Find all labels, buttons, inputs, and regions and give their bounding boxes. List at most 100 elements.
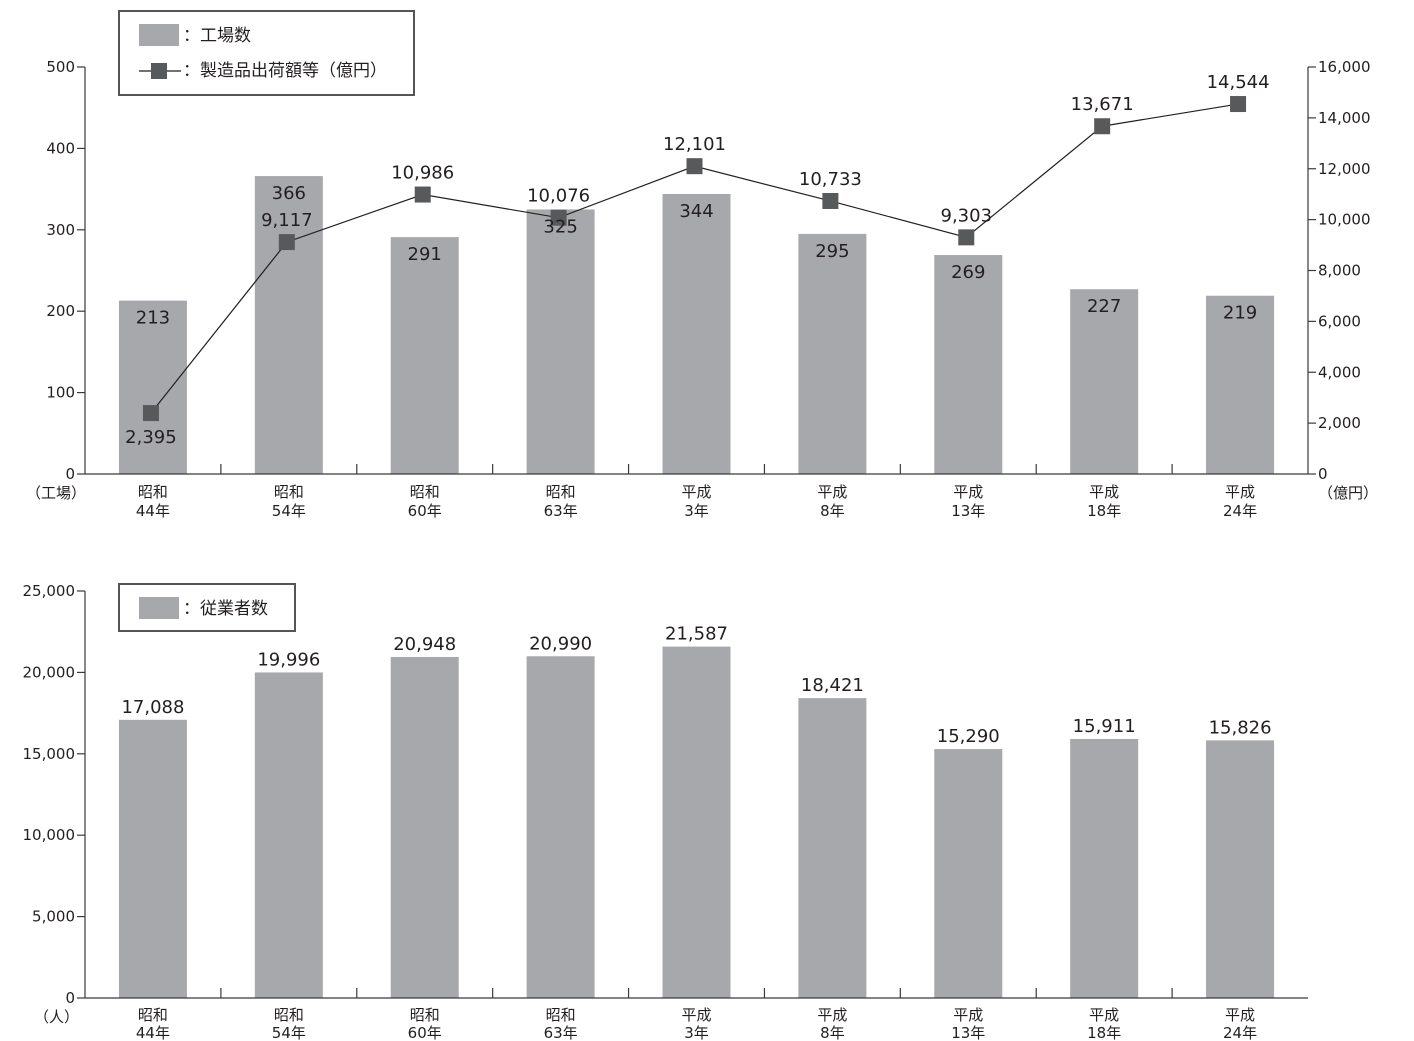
left-y-tick-label: 400 [46,139,75,157]
left-axis-unit: （人） [34,1008,79,1026]
employee-value-label: 15,826 [1209,717,1272,738]
x-tick-label: 24年 [1223,1024,1257,1041]
employee-value-label: 19,996 [257,649,320,670]
factory-bar [1206,295,1275,474]
employee-value-label: 18,421 [801,675,864,696]
right-y-tick-label: 2,000 [1318,414,1361,432]
legend-marker-swatch [151,63,167,79]
x-tick-label: 平成 [953,1006,983,1024]
shipments-value-label: 13,671 [1071,94,1134,115]
x-tick-label: 60年 [408,1024,442,1041]
legend-bar-label: ：従業者数 [183,599,268,619]
x-tick-label: 44年 [136,1024,170,1041]
x-tick-label: 昭和 [274,1006,304,1024]
employee-bar [254,672,323,998]
factory-value-label: 344 [679,201,713,222]
employee-bar [118,719,187,998]
legend-line-label: ：製造品出荷額等（億円） [183,61,387,81]
shipments-value-label: 10,733 [799,169,862,190]
right-y-tick-label: 0 [1318,465,1328,483]
right-y-tick-label: 16,000 [1318,58,1371,76]
left-y-tick-label: 0 [65,465,75,483]
x-tick-label: 平成 [817,1006,847,1024]
x-tick-label: 昭和 [274,483,304,501]
x-tick-label: 13年 [951,502,985,520]
factory-value-label: 219 [1223,303,1257,324]
x-tick-label: 平成 [817,483,847,501]
factory-value-label: 227 [1087,296,1121,317]
employee-bar [390,656,459,998]
x-tick-label: 54年 [272,1024,306,1041]
shipments-marker [1094,118,1111,135]
x-tick-label: 24年 [1223,502,1257,520]
shipments-value-label: 12,101 [663,134,726,155]
x-tick-label: 昭和 [138,483,168,501]
x-tick-label: 平成 [1225,483,1255,501]
shipments-value-label: 10,986 [391,163,454,184]
x-tick-label: 平成 [681,483,711,501]
shipments-marker [1230,96,1247,113]
x-tick-label: 8年 [820,502,845,520]
employee-bar [526,656,595,998]
x-tick-label: 昭和 [546,1006,576,1024]
x-tick-label: 63年 [544,1024,578,1041]
x-tick-label: 昭和 [546,483,576,501]
shipments-value-label: 9,117 [261,210,313,231]
factory-bar [390,237,459,474]
x-tick-label: 平成 [1089,1006,1119,1024]
left-y-tick-label: 0 [65,989,75,1007]
right-y-tick-label: 4,000 [1318,363,1361,381]
right-y-tick-label: 6,000 [1318,312,1361,330]
factory-bar [798,233,867,474]
x-tick-label: 44年 [136,502,170,520]
factory-value-label: 325 [543,216,577,237]
factory-value-label: 366 [272,183,306,204]
right-y-tick-label: 12,000 [1318,160,1371,178]
right-y-tick-label: 10,000 [1318,211,1371,229]
right-y-tick-label: 14,000 [1318,109,1371,127]
left-y-tick-label: 25,000 [23,582,76,600]
x-tick-label: 平成 [681,1006,711,1024]
employee-value-label: 21,587 [665,624,728,645]
shipments-marker [142,405,159,422]
left-axis-unit: （工場） [26,484,86,502]
employee-value-label: 15,911 [1073,716,1136,737]
factory-value-label: 295 [815,241,849,262]
employees-chart: 17,088 19,996 20,948 20,990 21,587 18,421 15,2… [23,582,1308,1041]
left-y-tick-label: 10,000 [23,826,76,844]
x-tick-label: 平成 [953,483,983,501]
left-y-tick-label: 5,000 [32,908,75,926]
x-tick-label: 昭和 [410,1006,440,1024]
employee-bar [1070,738,1139,998]
right-y-tick-label: 8,000 [1318,262,1361,280]
shipments-marker [414,186,431,203]
factory-bar [934,255,1003,474]
x-tick-label: 63年 [544,502,578,520]
legend-box [118,10,415,96]
factory-bar [662,193,731,474]
x-tick-label: 平成 [1225,1006,1255,1024]
x-tick-label: 13年 [951,1024,985,1041]
x-tick-label: 3年 [684,1024,709,1041]
left-y-tick-label: 500 [46,58,75,76]
employee-value-label: 17,088 [121,697,184,718]
shipments-value-label: 2,395 [125,427,177,448]
left-y-tick-label: 300 [46,221,75,239]
left-y-tick-label: 100 [46,384,75,402]
factory-bar [118,300,187,474]
shipments-marker [278,234,295,251]
x-tick-label: 昭和 [138,1006,168,1024]
factories-shipments-chart: 213 366 291 325 344 295 269 227 219 2,395 9,117 10,… [26,10,1378,520]
employee-value-label: 20,948 [393,634,456,655]
left-y-tick-label: 20,000 [23,663,76,681]
x-tick-label: 3年 [684,502,709,520]
x-tick-label: 54年 [272,502,306,520]
right-axis-unit: （億円） [1318,484,1378,502]
employee-value-label: 15,290 [937,726,1000,747]
legend-bar-swatch [139,597,179,619]
x-tick-label: 平成 [1089,483,1119,501]
x-tick-label: 18年 [1087,1024,1121,1041]
employee-bar [662,646,731,998]
factory-value-label: 291 [408,244,442,265]
